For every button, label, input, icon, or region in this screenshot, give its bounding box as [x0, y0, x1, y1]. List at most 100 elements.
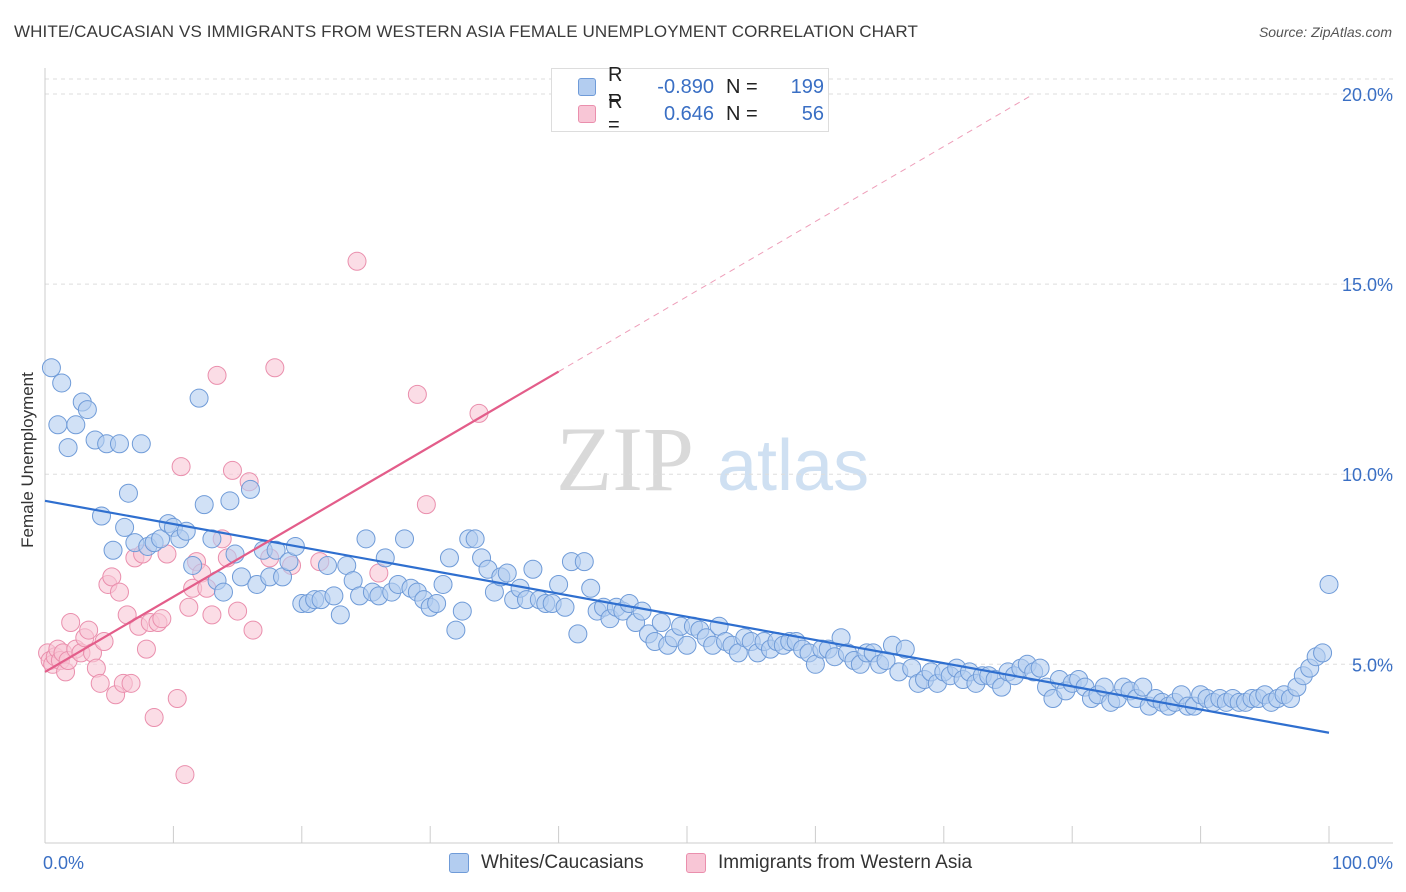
legend-n-value: 199: [790, 75, 824, 98]
data-point-whites: [77, 400, 97, 420]
legend-label-whites: Whites/Caucasians: [481, 852, 644, 873]
correlation-legend: R = -0.890 N = 199 R = 0.646 N = 56: [551, 64, 829, 136]
data-point-whites: [115, 517, 135, 537]
data-point-immigrants: [175, 765, 195, 785]
data-point-immigrants: [102, 567, 122, 587]
data-point-whites: [1313, 643, 1333, 663]
legend-n-value: 56: [801, 102, 824, 125]
axes: [44, 68, 1393, 844]
y-tick-label: 5.0%: [1352, 655, 1393, 675]
legend-r-label: R =: [608, 64, 623, 109]
data-point-immigrants: [207, 365, 227, 385]
data-point-whites: [452, 601, 472, 621]
legend-row-whites: R = -0.890 N = 199: [552, 64, 824, 109]
data-point-whites: [677, 635, 697, 655]
data-point-whites: [356, 529, 376, 549]
data-point-whites: [103, 540, 123, 560]
legend-row-immigrants: R = 0.646 N = 56: [552, 91, 824, 136]
legend-r-value: 0.646: [663, 102, 714, 125]
data-point-immigrants: [407, 384, 427, 404]
data-point-whites: [568, 624, 588, 644]
legend-r-value: -0.890: [657, 75, 714, 98]
data-point-immigrants: [179, 597, 199, 617]
data-point-immigrants: [167, 689, 187, 709]
data-point-whites: [48, 415, 68, 435]
data-point-whites: [131, 434, 151, 454]
data-point-immigrants: [243, 620, 263, 640]
data-point-whites: [895, 639, 915, 659]
data-point-whites: [427, 593, 447, 613]
data-point-immigrants: [90, 673, 110, 693]
data-point-immigrants: [136, 639, 156, 659]
data-point-whites: [240, 479, 260, 499]
data-point-whites: [549, 574, 569, 594]
data-point-immigrants: [416, 495, 436, 515]
data-point-whites: [1030, 658, 1050, 678]
data-point-whites: [395, 529, 415, 549]
y-axis-label: Female Unemployment: [18, 372, 37, 548]
data-point-whites: [1133, 677, 1153, 697]
data-point-immigrants: [144, 708, 164, 728]
trend-line-whites: [44, 499, 1330, 734]
data-point-whites: [189, 388, 209, 408]
data-point-whites: [1319, 574, 1339, 594]
data-point-whites: [446, 620, 466, 640]
data-point-whites: [231, 567, 251, 587]
trend-lines: [44, 93, 1330, 734]
data-point-immigrants: [171, 457, 191, 477]
y-tick-labels: 5.0% 10.0% 15.0% 20.0%: [1342, 85, 1393, 675]
watermark-atlas: atlas: [717, 426, 869, 506]
trend-extension-immigrants: [558, 93, 1034, 372]
x-tick-label: 100.0%: [1332, 853, 1393, 873]
y-tick-label: 20.0%: [1342, 85, 1393, 105]
data-point-immigrants: [202, 605, 222, 625]
y-tick-label: 10.0%: [1342, 465, 1393, 485]
x-tick-labels: 0.0% 100.0%: [43, 853, 1393, 873]
data-point-whites: [66, 415, 86, 435]
series-legend: Whites/Caucasians Immigrants from Wester…: [0, 852, 1406, 876]
data-point-whites: [439, 548, 459, 568]
data-point-whites: [523, 559, 543, 579]
legend-swatch-whites: [578, 78, 596, 96]
data-point-whites: [330, 605, 350, 625]
data-point-immigrants: [121, 673, 141, 693]
legend-swatch-whites: [449, 853, 469, 873]
y-tick-label: 15.0%: [1342, 275, 1393, 295]
zipatlas-watermark: ZIP atlas: [556, 408, 869, 510]
data-point-immigrants: [61, 612, 81, 632]
data-point-whites: [324, 586, 344, 606]
data-point-whites: [52, 373, 72, 393]
data-point-whites: [581, 578, 601, 598]
legend-n-label: N =: [726, 75, 758, 98]
data-point-whites: [266, 540, 286, 560]
legend-item-immigrants: Immigrants from Western Asia: [686, 852, 972, 874]
legend-swatch-immigrants: [578, 105, 596, 123]
legend-item-whites: Whites/Caucasians: [449, 852, 644, 874]
data-point-whites: [632, 601, 652, 621]
data-point-whites: [574, 552, 594, 572]
data-point-immigrants: [265, 358, 285, 378]
data-point-whites: [651, 612, 671, 632]
data-point-immigrants: [347, 251, 367, 271]
watermark-zip: ZIP: [556, 408, 694, 510]
data-point-whites: [151, 529, 171, 549]
data-point-whites: [109, 434, 129, 454]
data-point-whites: [497, 563, 517, 583]
data-point-whites: [194, 495, 214, 515]
data-point-whites: [118, 483, 138, 503]
legend-n-label: N =: [726, 102, 758, 125]
data-point-whites: [183, 555, 203, 575]
data-point-whites: [433, 574, 453, 594]
legend-swatch-immigrants: [686, 853, 706, 873]
x-tick-label: 0.0%: [43, 853, 84, 873]
data-point-whites: [58, 438, 78, 458]
data-point-whites: [555, 597, 575, 617]
data-point-whites: [465, 529, 485, 549]
trend-line-immigrants: [44, 370, 560, 673]
data-point-whites: [213, 582, 233, 602]
data-point-immigrants: [152, 609, 172, 629]
legend-label-immigrants: Immigrants from Western Asia: [718, 852, 973, 873]
data-point-whites: [41, 358, 61, 378]
chart-title: WHITE/CAUCASIAN VS IMMIGRANTS FROM WESTE…: [14, 22, 918, 41]
